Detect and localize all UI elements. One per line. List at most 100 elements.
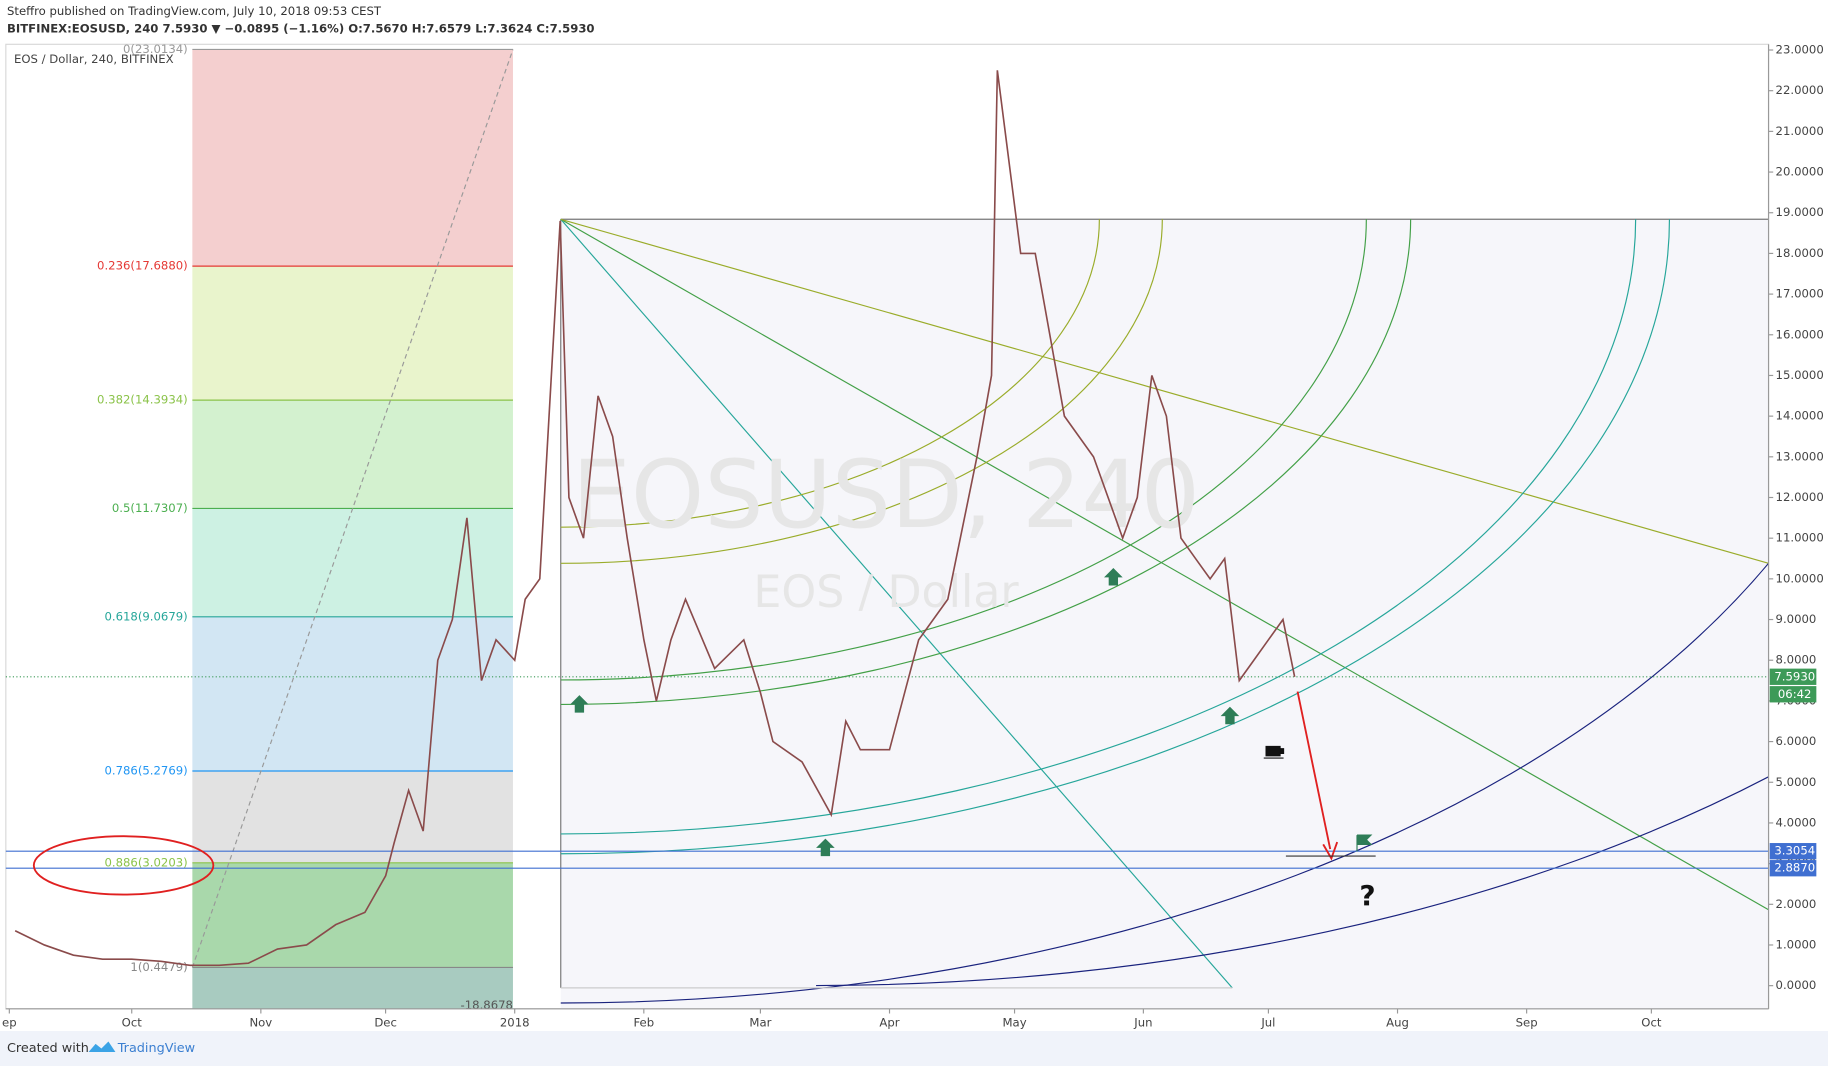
arc <box>816 776 1769 987</box>
header: BITFINEX:EOSUSD, 240 7.5930 ▼ −0.0895 (−… <box>7 22 595 36</box>
x-tick-label: 2018 <box>500 1015 530 1029</box>
arc <box>560 219 1412 706</box>
y-tick-label: 20.0000 <box>1776 165 1824 179</box>
y-tick-label: 10.0000 <box>1776 571 1824 585</box>
y-tick-label: 6.0000 <box>1776 734 1817 748</box>
fib-label: 0(23.0134) <box>123 42 188 56</box>
y-tick-label: 0.0000 <box>1776 978 1817 992</box>
price-tag-label: 7.5930 <box>1774 669 1815 683</box>
y-tick-label: 5.0000 <box>1776 775 1817 789</box>
arc <box>560 219 1367 681</box>
x-tick-label: Sep <box>1516 1015 1538 1029</box>
fib-band <box>192 266 513 401</box>
watermark: EOSUSD, 240 <box>572 440 1200 549</box>
y-tick-label: 17.0000 <box>1776 287 1824 301</box>
fib-band <box>192 616 513 771</box>
fib-label: 0.786(5.2769) <box>104 763 187 777</box>
arc <box>560 219 1163 564</box>
brand[interactable]: TradingView <box>117 1041 195 1056</box>
x-tick-label: Feb <box>634 1015 655 1029</box>
y-tick-label: 1.0000 <box>1776 937 1817 951</box>
fib-label: 0.382(14.3934) <box>97 393 188 407</box>
x-tick-label: Oct <box>122 1015 143 1029</box>
fib-band <box>192 967 513 1009</box>
arrow-head <box>1322 841 1339 861</box>
price-tag <box>1769 668 1817 685</box>
circle-note <box>32 835 215 896</box>
y-tick-label: 18.0000 <box>1776 246 1824 260</box>
up-arrows <box>570 567 1240 857</box>
y-tick-label: 23.0000 <box>1776 43 1824 57</box>
up-arrow <box>570 695 589 713</box>
x-tick-label: Jun <box>1133 1015 1152 1029</box>
fib-band <box>192 770 513 863</box>
y-tick-label: 22.0000 <box>1776 83 1824 97</box>
fan-box <box>560 219 1769 1009</box>
y-tick-label: 8.0000 <box>1776 653 1817 667</box>
y-tick-label: 11.0000 <box>1776 531 1824 545</box>
up-arrow <box>1104 567 1123 586</box>
x-tick-label: Dec <box>374 1015 397 1029</box>
x-tick-label: Aug <box>1386 1015 1409 1029</box>
fib-band <box>192 49 513 267</box>
flag-icon <box>1356 834 1373 852</box>
y-tick-label: 19.0000 <box>1776 205 1824 219</box>
watermark-sub: EOS / Dollar <box>753 567 1019 618</box>
y-tick-label: 12.0000 <box>1776 490 1824 504</box>
axes: 0.00001.00002.00003.00004.00005.00006.00… <box>2 43 1824 1030</box>
question-mark: ? <box>1359 879 1375 912</box>
arc <box>560 219 1100 528</box>
y-tick-label: 4.0000 <box>1776 815 1817 829</box>
price-line <box>14 70 1296 967</box>
y-tick-label: 15.0000 <box>1776 368 1824 382</box>
up-arrow <box>816 838 835 857</box>
up-arrow <box>1220 706 1240 725</box>
x-tick-label: Apr <box>879 1015 899 1029</box>
x-tick-label: Mar <box>749 1015 771 1029</box>
x-tick-label: May <box>1002 1015 1026 1029</box>
arrow <box>1296 691 1332 850</box>
fan-line <box>560 218 1233 989</box>
coffee-icon <box>1263 745 1285 759</box>
fib-label: 0.5(11.7307) <box>112 501 188 515</box>
fib-label: 0.618(9.0679) <box>104 609 187 623</box>
price-tag <box>1769 843 1817 860</box>
footer-bar <box>0 1031 1828 1066</box>
arc <box>560 562 1769 1004</box>
fib-band <box>192 508 513 617</box>
footer: Created with <box>7 1041 89 1056</box>
fib-label: 1(0.4479) <box>130 960 187 974</box>
fan-line <box>560 218 1769 911</box>
fib-retracement: 0(23.0134) 0.236(17.6880) 0.382(14.3934) 0.… <box>97 42 514 1009</box>
fib-band <box>192 862 513 968</box>
fib-label: 0.236(17.6880) <box>97 259 188 273</box>
arc <box>560 219 1671 855</box>
y-tick-label: 2.0000 <box>1776 897 1817 911</box>
levels <box>5 676 1769 869</box>
fib-label: 0.886(3.0203) <box>104 855 187 869</box>
x-tick-label: Nov <box>249 1015 272 1029</box>
y-tick-label: 13.0000 <box>1776 449 1824 463</box>
x-tick-label: Oct <box>1641 1015 1662 1029</box>
y-tick-label: 14.0000 <box>1776 409 1824 423</box>
chart-title: EOS / Dollar, 240, BITFINEX <box>14 52 174 66</box>
price-tag <box>1769 860 1817 877</box>
countdown: 06:42 <box>1778 687 1812 701</box>
gann-drawing <box>560 218 1769 1009</box>
fan-low-label: -18.8678 <box>461 998 513 1012</box>
fib-trend <box>191 49 514 968</box>
x-tick-label: Jul <box>1260 1015 1275 1029</box>
logo <box>88 1041 116 1053</box>
y-tick-label: 21.0000 <box>1776 124 1824 138</box>
arc <box>560 219 1637 835</box>
fan-line <box>560 218 1769 564</box>
price-tag-label: 2.8870 <box>1774 861 1815 875</box>
price <box>14 70 1296 967</box>
fib-band <box>192 400 513 509</box>
x-tick-label: ep <box>2 1015 17 1029</box>
countdown-box <box>1769 686 1817 703</box>
y-tick-label: 16.0000 <box>1776 327 1824 341</box>
published: Steffro published on TradingView.com, Ju… <box>7 4 382 18</box>
y-tick-label: 9.0000 <box>1776 612 1817 626</box>
